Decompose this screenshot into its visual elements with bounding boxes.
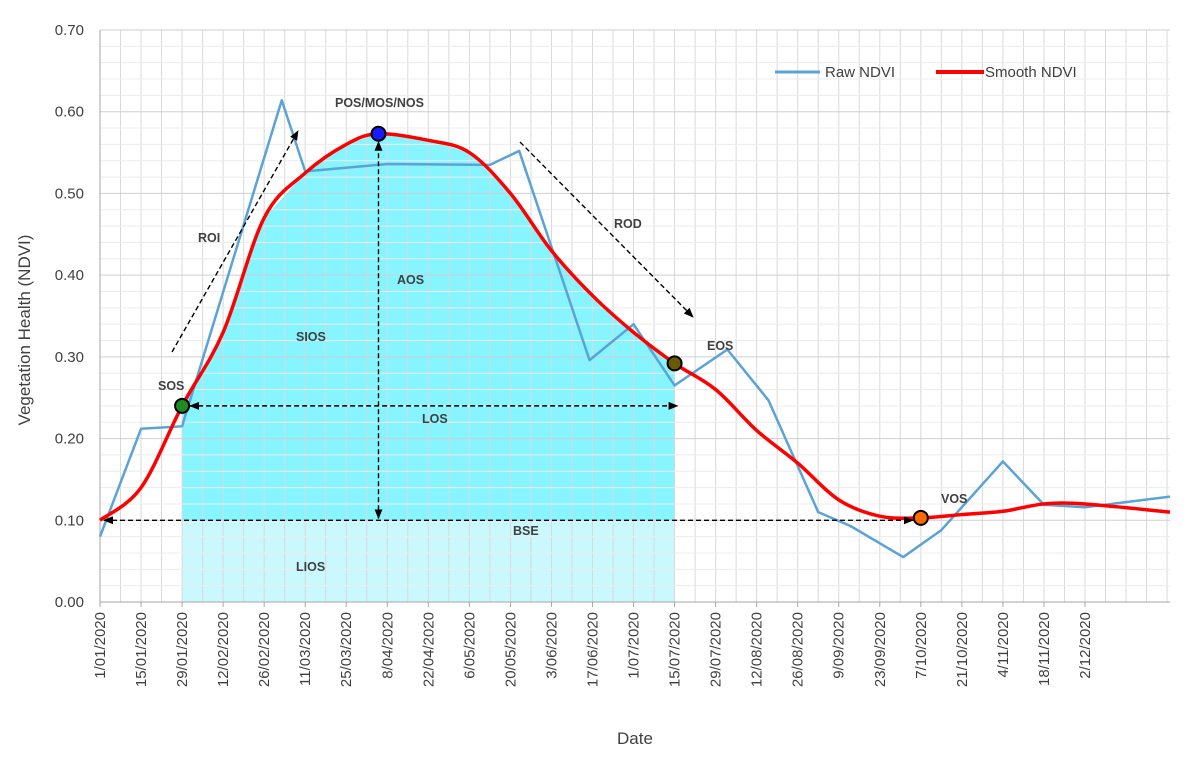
roi-label: ROI [198,231,220,245]
pos-label: POS/MOS/NOS [335,96,424,110]
x-tick-label: 12/02/2020 [215,612,232,687]
y-tick-label: 0.40 [55,267,84,284]
los-label: LOS [422,412,448,426]
y-tick-label: 0.10 [55,512,84,529]
x-tick-label: 15/07/2020 [667,612,684,687]
vos-marker [912,509,929,526]
x-tick-label: 29/01/2020 [174,612,191,687]
vos-label: VOS [941,492,967,506]
x-tick-label: 11/03/2020 [297,612,314,686]
y-axis-title: Vegetation Health (NDVI) [15,235,34,426]
raw-ndvi-series [98,99,1171,559]
x-tick-label: 29/07/2020 [708,612,725,687]
annotation-labels: ROI ROD AOS SIOS LOS BSE LIOS SOS POS/MO… [158,96,967,574]
x-tick-label: 20/05/2020 [502,612,519,687]
y-tick-label: 0.50 [55,185,84,202]
pos-marker [370,125,387,142]
x-tick-label: 26/02/2020 [256,612,273,687]
chart-axes: 0.00 0.10 0.20 0.30 0.40 0.50 0.60 0.70 1/01/202… [55,22,1170,687]
x-tick-label: 21/10/2020 [954,612,971,687]
axis-titles: Date Vegetation Health (NDVI) [15,235,653,748]
x-tick-label: 23/09/2020 [872,612,889,687]
y-tick-label: 0.30 [55,349,84,366]
x-tick-label: 4/11/2020 [995,612,1012,678]
smooth-ndvi-line [98,131,1171,522]
bse-label: BSE [513,524,539,538]
raw-ndvi-line [98,99,1171,559]
rod-label: ROD [614,217,642,231]
y-tick-label: 0.00 [55,594,84,611]
aos-label: AOS [397,273,424,287]
x-tick-label: 1/07/2020 [626,612,643,679]
y-tick-label: 0.60 [55,104,84,121]
x-tick-label: 6/05/2020 [461,612,478,679]
phenology-markers [174,125,929,526]
eos-label: EOS [707,339,733,353]
x-tick-label: 1/01/2020 [92,612,109,679]
lios-label: LIOS [296,560,325,574]
legend-smooth-label: Smooth NDVI [985,64,1077,81]
x-tick-label: 2/12/2020 [1077,612,1094,679]
x-tick-label: 26/08/2020 [790,612,807,687]
x-tick-label: 25/03/2020 [338,612,355,687]
chart-legend: Raw NDVI Smooth NDVI [775,64,1077,81]
y-tick-label: 0.20 [55,431,84,448]
x-tick-label: 3/06/2020 [543,612,560,679]
x-tick-label: 8/04/2020 [379,612,396,679]
x-tick-label: 17/06/2020 [584,612,601,687]
x-tick-label: 22/04/2020 [420,612,437,687]
x-tick-label: 9/09/2020 [831,612,848,679]
sos-marker [174,397,191,414]
smooth-ndvi-series [98,131,1171,522]
x-tick-label: 7/10/2020 [913,612,930,679]
sos-label: SOS [158,379,184,393]
x-tick-label: 18/11/2020 [1036,612,1053,686]
y-tick-label: 0.70 [55,22,84,39]
x-tick-label: 12/08/2020 [749,612,766,687]
x-tick-label: 15/01/2020 [133,612,150,687]
x-axis-title: Date [617,729,653,748]
legend-raw-label: Raw NDVI [825,64,895,81]
annotation-arrows [103,130,914,525]
sios-label: SIOS [296,330,326,344]
roi-arrow [171,130,299,353]
rod-arrow [519,141,694,318]
eos-marker [666,355,683,372]
